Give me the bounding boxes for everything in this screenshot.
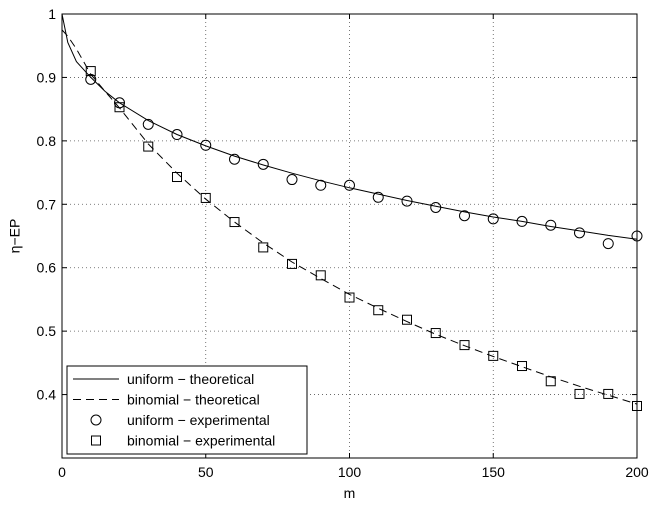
data-point-uniform-experimental [574,227,585,239]
data-point-binomial-experimental [258,242,269,253]
data-point-binomial-experimental [344,292,355,303]
x-tick-label: 100 [338,464,362,480]
y-tick-label: 1 [48,6,56,22]
legend-label-binomial-experimental: binomial − experimental [127,433,275,449]
data-point-uniform-experimental [142,118,154,130]
data-point-uniform-experimental [85,73,97,85]
y-tick-label: 0.7 [37,196,57,212]
data-point-uniform-experimental [372,191,384,203]
data-point-binomial-experimental [488,350,499,361]
legend-sample-uniform-experimental [90,414,102,426]
data-point-uniform-experimental [286,174,298,186]
x-tick-label: 50 [198,464,214,480]
data-point-binomial-experimental [574,388,585,399]
markers-layer [85,66,643,411]
data-point-uniform-experimental [430,201,442,213]
data-point-binomial-experimental [85,66,96,77]
data-point-uniform-experimental [229,153,240,165]
x-tick-label: 150 [482,464,506,480]
legend-label-binomial-theoretical: binomial − theoretical [127,392,260,408]
tick-labels: 0 50 100 150 200 0.4 0.5 0.6 0.7 0.8 0.9 1 [37,6,649,480]
y-tick-label: 0.6 [37,260,57,276]
data-point-binomial-experimental [287,258,297,269]
x-tick-label: 200 [625,464,649,480]
data-point-uniform-experimental [401,195,413,207]
y-tick-label: 0.8 [37,133,57,149]
y-tick-label: 0.4 [37,387,57,403]
legend-label-uniform-experimental: uniform − experimental [127,412,270,428]
data-point-uniform-experimental [545,219,557,231]
data-point-uniform-experimental [487,213,499,225]
x-axis-label: m [344,485,356,501]
data-point-uniform-experimental [171,129,183,141]
data-point-uniform-experimental [516,215,528,227]
legend-sample-binomial-experimental [91,435,101,446]
data-point-binomial-experimental [545,376,556,387]
axis-ticks [61,13,638,458]
data-point-binomial-experimental [459,340,470,351]
data-point-binomial-experimental [200,192,211,203]
legend: uniform − theoretical binomial − theoret… [66,365,308,455]
data-point-binomial-experimental [603,388,614,399]
legend-box [66,365,308,455]
legend-label-uniform-theoretical: uniform − theoretical [127,371,254,387]
data-point-uniform-experimental [200,139,212,151]
data-point-binomial-experimental [143,141,154,152]
data-point-uniform-experimental [315,179,327,191]
data-point-binomial-experimental [402,314,412,325]
series-layer [61,13,638,405]
data-point-binomial-experimental [430,328,441,339]
data-point-uniform-experimental [257,158,269,170]
data-point-uniform-experimental [602,238,614,250]
data-point-binomial-experimental [373,305,384,316]
y-tick-label: 0.9 [37,69,57,85]
data-point-binomial-experimental [517,361,527,372]
y-axis-label: η−EP [7,219,23,254]
data-point-binomial-experimental [172,172,182,183]
data-point-uniform-experimental [344,179,355,191]
data-point-uniform-experimental [459,210,470,222]
data-point-binomial-experimental [315,270,326,281]
data-point-binomial-experimental [114,102,125,113]
data-point-binomial-experimental [229,217,240,228]
y-tick-label: 0.5 [37,323,57,339]
x-tick-label: 0 [58,464,66,480]
